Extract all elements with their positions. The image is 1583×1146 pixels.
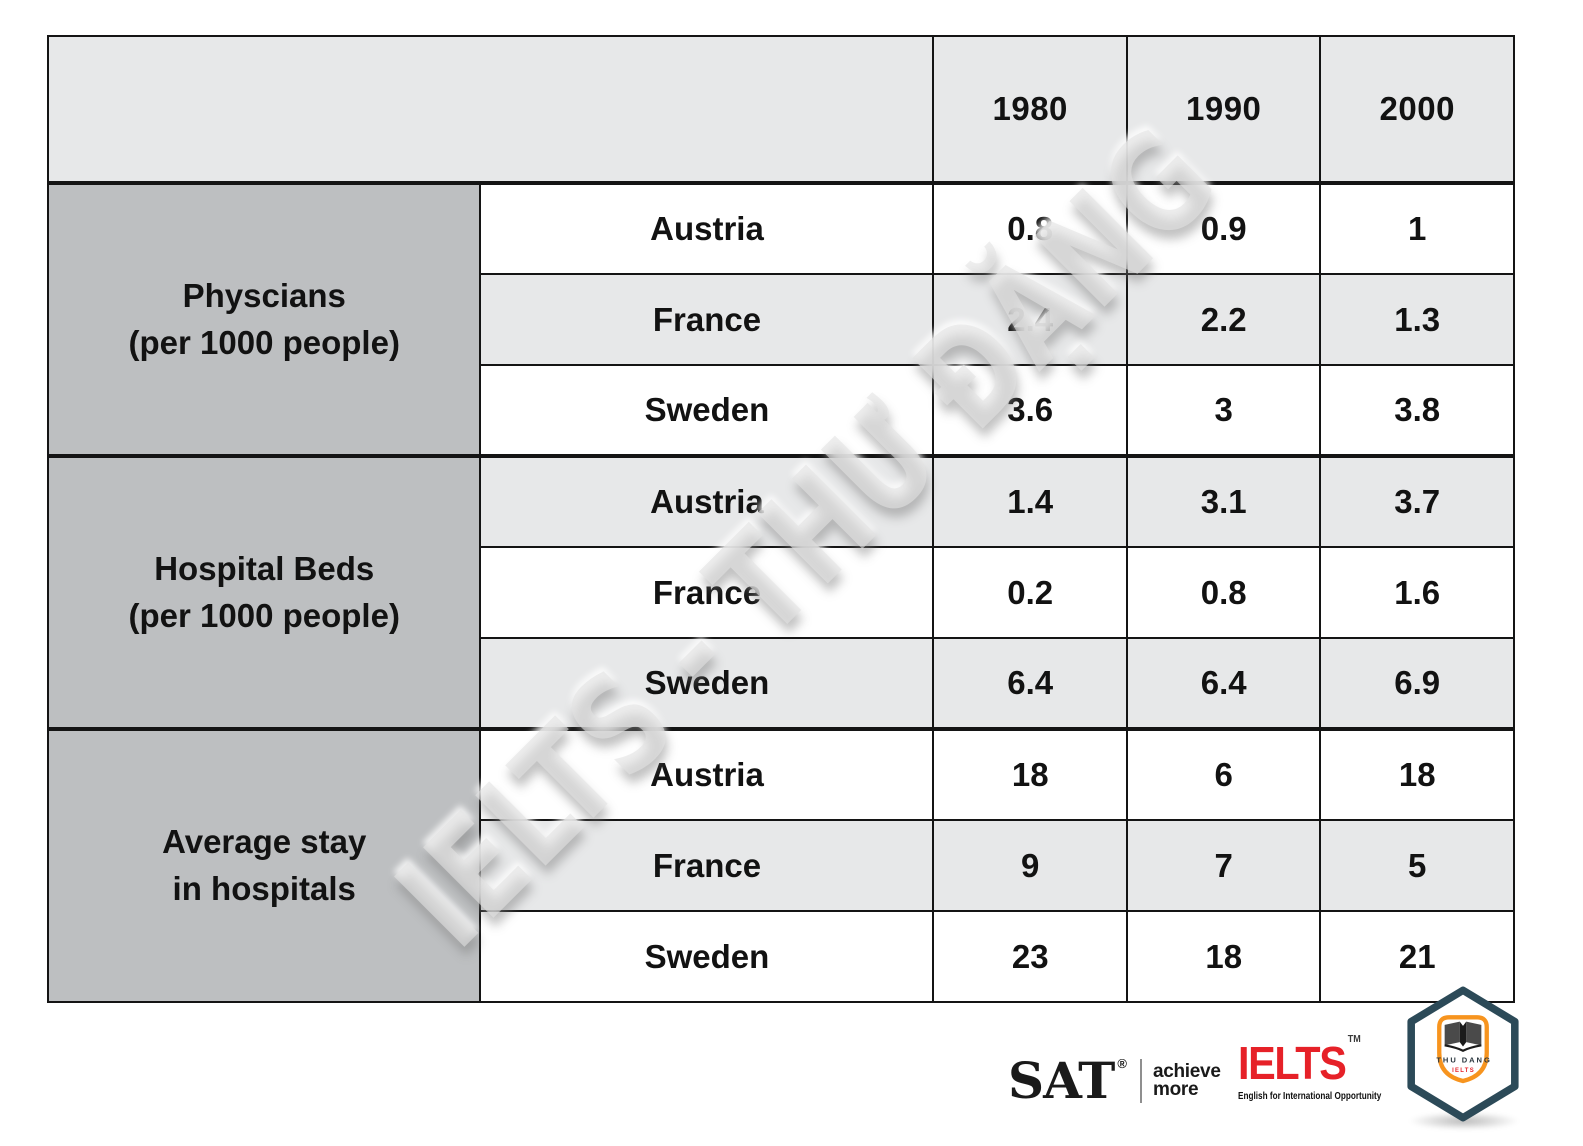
value-cell: 3.6 (932, 364, 1128, 457)
group-header-physicians: Physcians (per 1000 people) (46, 182, 482, 457)
value-cell: 0.8 (1125, 546, 1322, 639)
table-row: Sweden 6.4 6.4 6.9 (48, 637, 1515, 730)
table-corner-cell (46, 35, 935, 185)
sat-tagline: achieve more (1152, 1060, 1221, 1100)
value-cell: 3.8 (1319, 364, 1515, 457)
badge-title: THU DANG (1436, 1056, 1491, 1065)
badge-hexagon (1407, 986, 1519, 1122)
value-cell: 0.9 (1125, 182, 1322, 275)
badge-orange-frame (1437, 1015, 1489, 1084)
trademark-icon: TM (1347, 1034, 1361, 1045)
registered-mark-icon: ® (1117, 1056, 1127, 1071)
health-statistics-table: 1980 1990 2000 Physcians (per 1000 peopl… (46, 35, 1515, 1003)
value-cell: 1.3 (1319, 273, 1515, 366)
table-row: Average stay in hospitals Austria 18 6 1… (46, 727, 1515, 1003)
ielts-logo-text: IELTS (1238, 1037, 1347, 1089)
table-row: Sweden 23 18 21 (48, 910, 1515, 1003)
ielts-logo: IELTS TM English for International Oppor… (1238, 1034, 1422, 1104)
stats-table: 1980 1990 2000 Physcians (per 1000 peopl… (46, 35, 1515, 1003)
value-cell: 0.2 (932, 546, 1128, 639)
open-book-icon (1444, 1021, 1482, 1052)
country-cell: Sweden (479, 637, 935, 730)
group-header-hospital-beds: Hospital Beds (per 1000 people) (46, 454, 482, 730)
value-cell: 6 (1125, 727, 1322, 821)
group-label-line2: (per 1000 people) (128, 323, 400, 361)
value-cell: 18 (1319, 727, 1515, 821)
table-row: France 9 7 5 (48, 819, 1515, 912)
group-label-line2: in hospitals (172, 870, 356, 907)
ielts-tagline: English for International Opportunity (1238, 1090, 1382, 1102)
table-row: Sweden 3.6 3 3.8 (48, 364, 1515, 457)
country-cell: France (479, 546, 935, 639)
table-row: France 0.2 0.8 1.6 (48, 546, 1515, 639)
country-cell: Austria (479, 182, 935, 275)
value-cell: 9 (932, 819, 1128, 912)
group-label-line1: Physcians (182, 276, 346, 314)
value-cell: 21 (1319, 910, 1515, 1003)
value-cell: 3.7 (1319, 454, 1515, 548)
value-cell: 2.4 (932, 273, 1128, 366)
thudang-ielts-badge: THU DANG IELTS (1407, 986, 1519, 1122)
table-row: Physcians (per 1000 people) Austria 0.8 … (46, 182, 1515, 457)
group-header-average-stay: Average stay in hospitals (46, 727, 482, 1003)
value-cell: 6.4 (932, 637, 1128, 730)
value-cell: 1 (1319, 182, 1515, 275)
badge-subtitle: IELTS (1452, 1068, 1475, 1074)
sat-tagline-line2: more (1152, 1079, 1199, 1100)
table-row: France 2.4 2.2 1.3 (48, 273, 1515, 366)
country-cell: France (479, 819, 935, 912)
value-cell: 2.2 (1125, 273, 1322, 366)
value-cell: 1.6 (1319, 546, 1515, 639)
sat-logo-divider (1139, 1059, 1142, 1103)
sat-tagline-line1: achieve (1152, 1060, 1221, 1082)
country-cell: France (479, 273, 935, 366)
country-cell: Austria (479, 454, 935, 548)
group-label-line2: (per 1000 people) (128, 596, 400, 634)
ielts-logo-wordmark: IELTS TM (1238, 1034, 1361, 1089)
year-header-2000: 2000 (1319, 35, 1515, 185)
country-cell: Sweden (479, 910, 935, 1003)
value-cell: 3.1 (1125, 454, 1322, 548)
year-header-1980: 1980 (932, 35, 1128, 185)
table-row: Hospital Beds (per 1000 people) Austria … (46, 454, 1515, 730)
value-cell: 0.8 (932, 182, 1128, 275)
value-cell: 18 (932, 727, 1128, 821)
value-cell: 6.9 (1319, 637, 1515, 730)
table-header-row: 1980 1990 2000 (46, 35, 1515, 185)
sat-logo: SAT ® achieve more (1008, 1056, 1221, 1106)
value-cell: 18 (1125, 910, 1322, 1003)
group-label-line1: Hospital Beds (154, 549, 375, 587)
value-cell: 7 (1125, 819, 1322, 912)
value-cell: 3 (1125, 364, 1322, 457)
value-cell: 1.4 (932, 454, 1128, 548)
country-cell: Sweden (479, 364, 935, 457)
year-header-1990: 1990 (1125, 35, 1322, 185)
value-cell: 23 (932, 910, 1128, 1003)
country-cell: Austria (479, 727, 935, 821)
sat-logo-text: SAT (1008, 1051, 1115, 1110)
value-cell: 6.4 (1125, 637, 1322, 730)
value-cell: 5 (1319, 819, 1515, 912)
group-label-line1: Average stay (162, 823, 367, 861)
